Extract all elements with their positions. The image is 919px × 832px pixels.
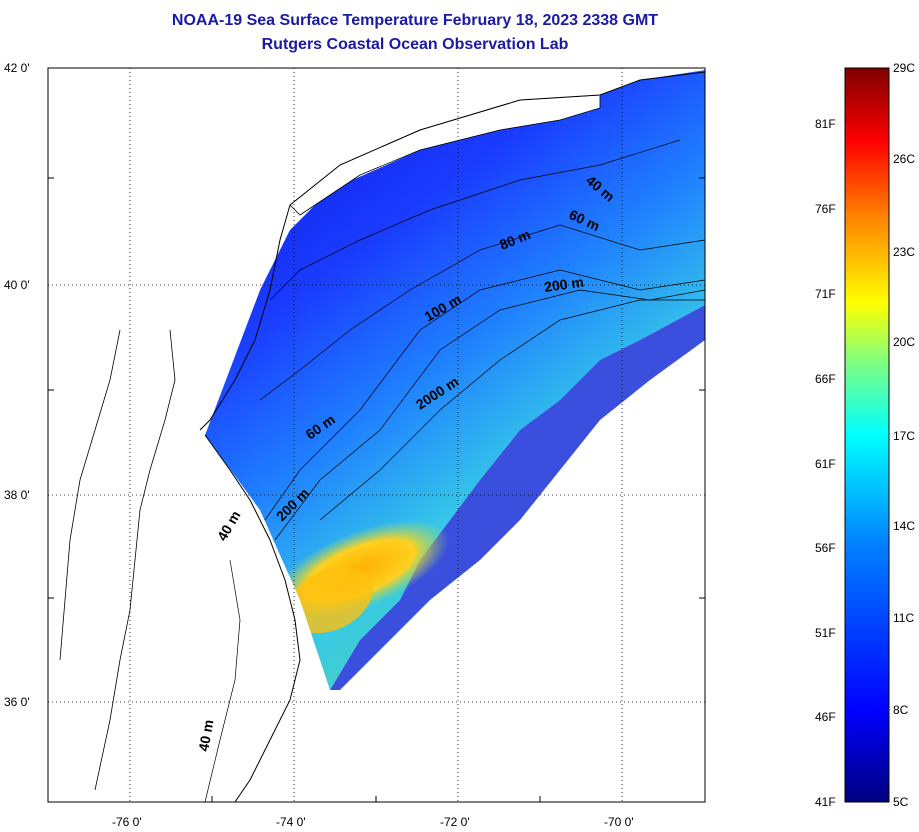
chesapeake-bay — [59, 329, 176, 791]
map-title: NOAA-19 Sea Surface Temperature February… — [171, 12, 659, 29]
colorbar-fill — [844, 67, 890, 803]
lat-tick-36: 36 0' — [4, 695, 30, 709]
isobath-40m — [269, 139, 681, 301]
lat-tick-38: 38 0' — [4, 488, 30, 502]
cbar-c-14: 14C — [893, 519, 915, 533]
cbar-c-20: 20C — [893, 335, 915, 349]
mid-atlantic-land — [48, 435, 330, 802]
isobath-100m — [264, 269, 705, 521]
cbar-f-56: 56F — [815, 541, 836, 555]
cbar-f-81: 81F — [815, 117, 836, 131]
cbar-f-41: 41F — [815, 795, 836, 809]
sst-offshore-band — [330, 305, 705, 690]
lon-tick-76: -76 0' — [112, 815, 142, 829]
cbar-c-8: 8C — [893, 703, 909, 717]
cbar-f-51: 51F — [815, 626, 836, 640]
new-england-land — [48, 68, 705, 435]
depth-label-200m-north: 200 m — [543, 274, 585, 295]
isobath-40m-south — [204, 559, 241, 802]
cbar-c-17: 17C — [893, 429, 915, 443]
cbar-c-26: 26C — [893, 152, 915, 166]
cbar-f-66: 66F — [815, 372, 836, 386]
sst-swath — [205, 70, 705, 690]
lat-tick-40: 40 0' — [4, 278, 30, 292]
lat-tick-42: 42 0' — [4, 61, 30, 75]
cbar-f-46: 46F — [815, 710, 836, 724]
isobath-200m — [274, 289, 705, 541]
frame-ticks — [48, 177, 705, 802]
isobath-60m — [259, 224, 705, 401]
isobath-2000m — [319, 299, 705, 521]
map-panel: 40 m 60 m 80 m 100 m 200 m 2000 m 60 m 2… — [48, 68, 705, 802]
cbar-c-29: 29C — [893, 61, 915, 75]
graticule — [48, 68, 705, 802]
map-subtitle: Rutgers Coastal Ocean Observation Lab — [261, 36, 569, 53]
cbar-f-61: 61F — [815, 457, 836, 471]
cbar-c-23: 23C — [893, 245, 915, 259]
cbar-f-76: 76F — [815, 202, 836, 216]
cbar-c-11: 11C — [893, 611, 914, 625]
colorbar: 81F 76F 71F 66F 61F 56F 51F 46F 41F 29C … — [815, 61, 915, 809]
cbar-c-5: 5C — [893, 795, 909, 809]
lon-tick-72: -72 0' — [440, 815, 470, 829]
cbar-f-71: 71F — [815, 287, 836, 301]
coastline — [199, 71, 705, 802]
gulf-stream-warm-tongue — [287, 566, 373, 634]
lon-tick-70: -70 0' — [604, 815, 634, 829]
lon-tick-74: -74 0' — [276, 815, 306, 829]
depth-label-40m-south: 40 m — [195, 718, 216, 752]
